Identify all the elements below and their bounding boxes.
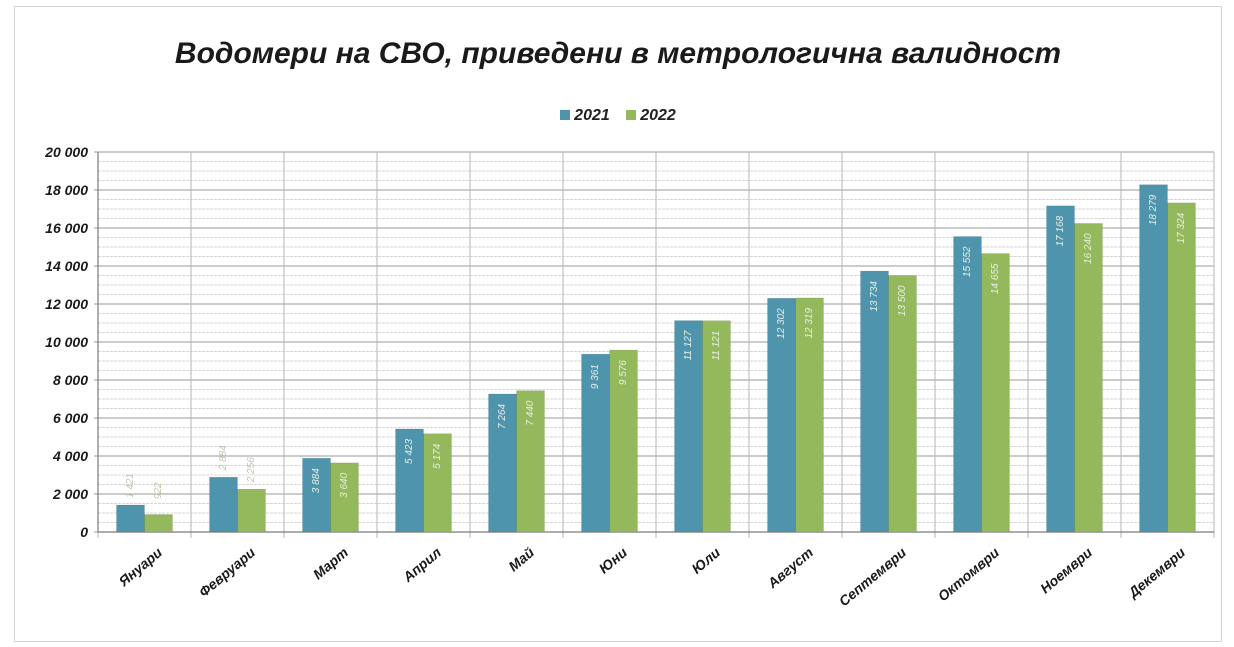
data-label-2022-1: 922 [153,482,164,499]
bar-2021-3 [302,457,331,533]
data-label-2022-2: 2 256 [246,457,257,483]
data-label-2022-10: 14 655 [990,263,1001,294]
gridlines [94,151,1215,538]
bar-2021-9 [860,270,889,533]
bar-2022-4 [423,433,452,533]
data-label-2022-11: 16 240 [1083,233,1094,264]
y-tick-label: 18 000 [45,182,88,198]
legend-swatch-2022 [626,110,637,120]
y-tick-label: 6 000 [53,410,88,426]
x-tick-label-1: Януари [115,544,166,590]
bar-2022-1 [144,514,173,533]
bar-2022-3 [330,462,359,533]
y-tick-label: 14 000 [45,258,88,274]
bar-2022-6 [609,349,638,533]
data-label-2021-9: 13 734 [869,281,880,312]
bar-2022-2 [237,488,266,533]
chart-frame: Водомери на СВО, приведени в метрологичн… [14,6,1222,642]
data-label-2021-12: 18 279 [1148,194,1159,225]
bar-2021-6 [581,353,610,533]
bar-2022-12 [1167,202,1196,533]
data-label-2022-6: 9 576 [618,360,629,385]
data-label-2021-2: 2 884 [218,445,229,471]
bar-2021-8 [767,297,796,533]
bar-2022-8 [795,297,824,533]
axes [97,152,1214,533]
y-tick-label: 2 000 [52,486,88,502]
bar-2021-12 [1139,184,1168,533]
data-label-2021-1: 1 421 [125,473,136,498]
data-label-2022-12: 17 324 [1176,212,1187,243]
legend-item-2022: 2022 [626,107,676,125]
data-label-2021-11: 17 168 [1055,215,1066,246]
y-tick-label: 20 000 [44,144,88,160]
data-label-2022-8: 12 319 [804,308,815,339]
data-label-2021-10: 15 552 [962,246,973,277]
x-tick-label-12: Декември [1124,544,1188,601]
data-label-2022-5: 7 440 [525,400,536,425]
bar-2022-5 [516,390,545,533]
data-label-2022-7: 11 121 [711,331,722,361]
x-tick-label-7: Юли [688,544,723,577]
bar-2022-11 [1074,223,1103,533]
bar-2022-7 [702,320,731,533]
bar-2021-7 [674,320,703,533]
data-label-2021-7: 11 127 [683,330,694,360]
x-tick-label-5: Май [505,544,537,575]
data-label-2021-4: 5 423 [404,439,415,464]
bar-2021-11 [1046,205,1075,533]
data-label-2021-6: 9 361 [590,364,601,389]
bar-2021-5 [488,393,517,533]
chart-title: Водомери на СВО, приведени в метрологичн… [174,37,1062,70]
bar-2022-10 [981,253,1010,533]
y-tick-label: 4 000 [52,448,88,464]
legend-label-2022: 2022 [640,107,676,124]
x-tick-label-2: Февруари [196,544,259,600]
y-tick-label: 10 000 [45,334,88,350]
y-tick-label: 12 000 [45,296,88,312]
bar-2021-10 [953,236,982,533]
x-tick-label-6: Юни [596,544,631,577]
data-label-2021-5: 7 264 [497,404,508,429]
y-tick-label: 16 000 [45,220,88,236]
data-label-2022-3: 3 640 [339,472,350,497]
x-tick-label-4: Април [399,544,444,586]
chart-legend: 2021 2022 [15,107,1221,125]
legend-label-2021: 2021 [574,107,610,124]
bar-2021-1 [116,504,145,533]
x-tick-label-8: Август [764,544,816,592]
bars [116,184,1196,533]
x-tick-label-3: Март [310,544,351,582]
data-label-2021-3: 3 884 [311,468,322,493]
data-label-2022-4: 5 174 [432,443,443,468]
bar-2021-2 [209,476,238,533]
legend-item-2021: 2021 [560,107,610,125]
x-tick-label-10: Октомври [935,544,1003,605]
y-tick-label: 0 [80,524,88,540]
bar-2022-9 [888,275,917,533]
x-tick-label-11: Ноември [1037,544,1095,597]
data-label-2021-8: 12 302 [776,308,787,339]
x-tick-label-9: Септември [836,544,910,610]
y-tick-label: 8 000 [53,372,88,388]
legend-swatch-2021 [560,110,571,120]
data-label-2022-9: 13 500 [897,285,908,316]
